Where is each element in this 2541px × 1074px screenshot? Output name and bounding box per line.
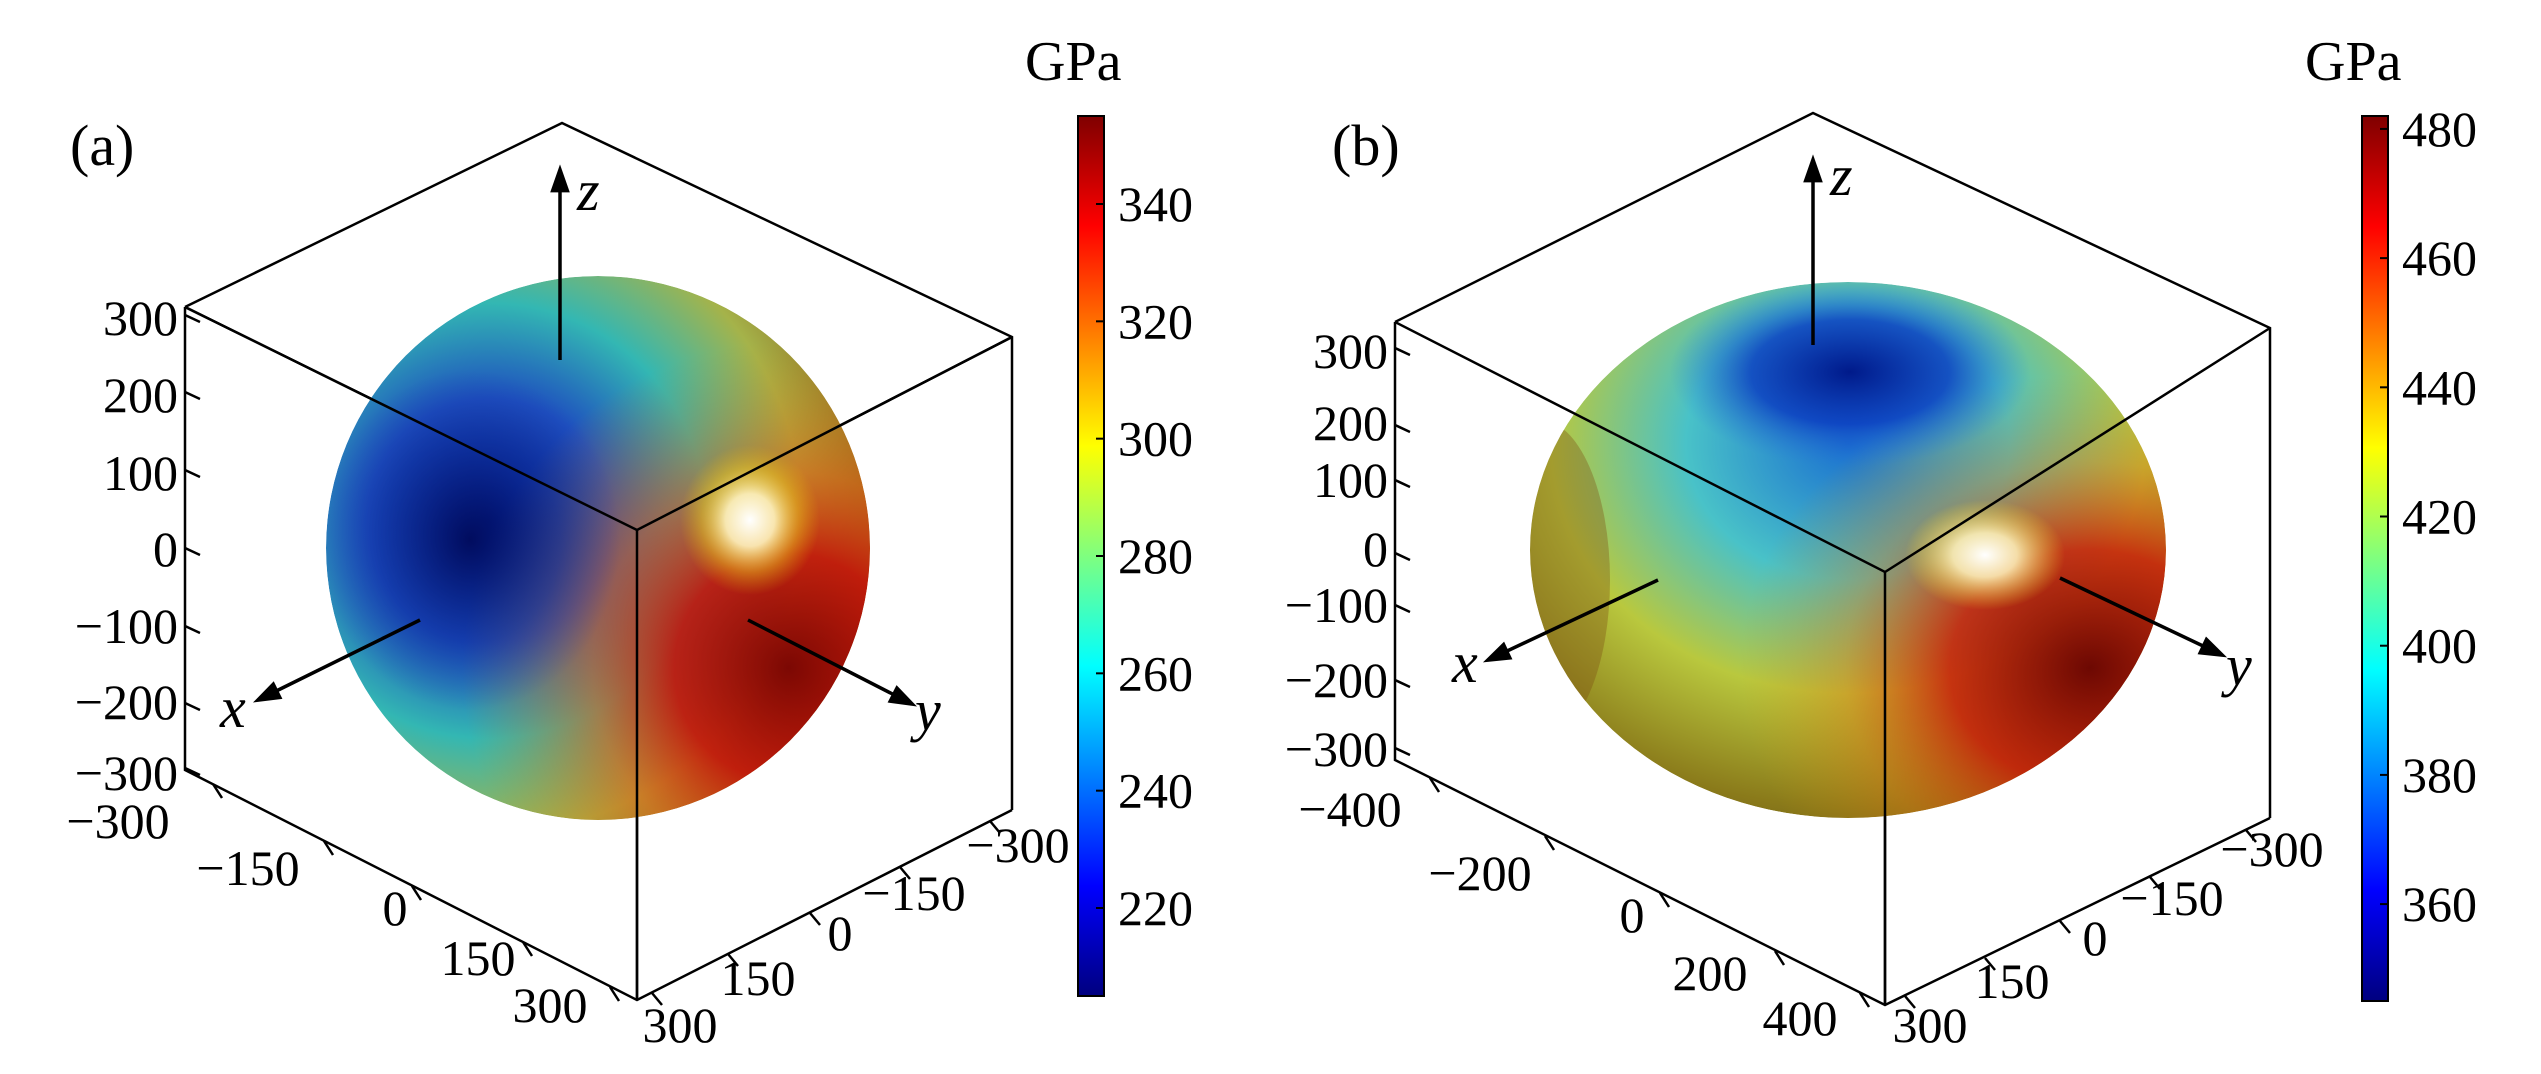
- panel-b-colorbar-tick: 360: [2402, 876, 2477, 932]
- panel-a-z-label: z: [576, 158, 600, 223]
- panel-a-y-tick: 150: [721, 950, 796, 1006]
- panel-a-y-tick: −150: [862, 865, 965, 921]
- panel-b: (b): [1285, 31, 2477, 1053]
- panel-a-x-tick: −300: [66, 793, 169, 849]
- panel-a-axis-arrows: [252, 164, 917, 707]
- panel-b-y-tick: 0: [2083, 910, 2108, 966]
- panel-b-z-tick: 300: [1313, 323, 1388, 379]
- panel-b-colorbar-tick: 440: [2402, 359, 2477, 415]
- panel-a-x-label: x: [219, 675, 246, 740]
- panel-b-x-tick: −400: [1298, 781, 1401, 837]
- panel-b-y-arrow: [2059, 576, 2228, 658]
- panel-b-surface: [1530, 282, 2166, 818]
- panel-a-z-ticks: 300 200 100 0 −100 −200 −300: [75, 290, 178, 801]
- panel-a-colorbar-tick: 300: [1118, 411, 1193, 467]
- panel-b-x-ticks: −400 −200 0 200 400: [1298, 781, 1837, 1046]
- panel-b-colorbar-tick: 380: [2402, 747, 2477, 803]
- panel-a-x-tick: 150: [441, 930, 516, 986]
- panel-a-colorbar-tick: 240: [1118, 763, 1193, 819]
- panel-b-x-arrow: [1482, 578, 1659, 663]
- panel-a-x-arrow: [252, 618, 421, 703]
- panel-a-surface: [326, 276, 870, 820]
- panel-b-y-tick: −150: [2120, 870, 2223, 926]
- panel-a-colorbar-unit: GPa: [1025, 31, 1122, 93]
- panel-a-colorbar-tick: 320: [1118, 293, 1193, 349]
- panel-b-colorbar: GPa 360 380 400 420 440 460 480: [2305, 31, 2477, 1002]
- panel-a-y-tick: 300: [643, 997, 718, 1053]
- panel-b-x-label: x: [1451, 630, 1478, 695]
- panel-a-z-tick: −200: [75, 674, 178, 730]
- panel-a-z-tick: −300: [75, 745, 178, 801]
- panel-a-z-tick: −100: [75, 598, 178, 654]
- panel-b-z-tick: 100: [1313, 452, 1388, 508]
- panel-b-z-tick: −200: [1285, 652, 1388, 708]
- panel-b-axis-arrows: [1482, 154, 2228, 663]
- panel-a-label: (a): [70, 113, 134, 178]
- panel-b-x-tick: 400: [1763, 990, 1838, 1046]
- panel-a-z-tick: 0: [153, 521, 178, 577]
- panel-a-x-tick: 0: [383, 880, 408, 936]
- panel-a: (a): [66, 31, 1193, 1053]
- panel-a-y-tick: −300: [966, 817, 1069, 873]
- panel-a-colorbar-tick: 280: [1118, 528, 1193, 584]
- panel-b-z-ticks: 300 200 100 0 −100 −200 −300: [1285, 323, 1388, 777]
- panel-b-colorbar-tick: 480: [2402, 101, 2477, 157]
- panel-a-z-tick: 100: [103, 445, 178, 501]
- panel-b-colorbar-unit: GPa: [2305, 31, 2402, 93]
- panel-b-x-tick: 0: [1620, 887, 1645, 943]
- panel-a-colorbar-tick: 260: [1118, 645, 1193, 701]
- panel-b-colorbar-tick: 400: [2402, 618, 2477, 674]
- panel-b-x-tick: −200: [1428, 845, 1531, 901]
- panel-b-label: (b): [1332, 113, 1400, 178]
- panel-b-y-tick: −300: [2220, 821, 2323, 877]
- panel-a-y-ticks: −300 −150 0 150 300: [643, 817, 1070, 1053]
- panel-a-y-tick: 0: [828, 905, 853, 961]
- panel-b-y-ticks: −300 −150 0 150 300: [1893, 821, 2324, 1053]
- panel-b-y-tick: 300: [1893, 997, 1968, 1053]
- panel-b-z-tick: −300: [1285, 721, 1388, 777]
- panel-a-x-tick: −150: [196, 840, 299, 896]
- panel-b-z-tick: 200: [1313, 395, 1388, 451]
- panel-b-z-tick: 0: [1363, 521, 1388, 577]
- panel-b-colorbar-tick: 420: [2402, 489, 2477, 545]
- panel-b-z-tick: −100: [1285, 577, 1388, 633]
- panel-a-z-tick: 300: [103, 290, 178, 346]
- panel-a-x-ticks: −300 −150 0 150 300: [66, 793, 587, 1033]
- panel-b-colorbar-bar: [2361, 115, 2389, 1002]
- panel-b-z-label: z: [1829, 143, 1853, 208]
- panel-a-colorbar-tick: 340: [1118, 176, 1193, 232]
- panel-a-y-label: y: [910, 678, 941, 743]
- panel-a-colorbar: GPa 220 240 260 280 300 320 340: [1025, 31, 1193, 997]
- panel-a-y-arrow: [747, 618, 917, 707]
- panel-b-y-tick: 150: [1975, 953, 2050, 1009]
- panel-b-colorbar-tick: 460: [2402, 230, 2477, 286]
- panel-a-z-tick: 200: [103, 367, 178, 423]
- panel-a-colorbar-tick: 220: [1118, 880, 1193, 936]
- panel-b-x-tick: 200: [1673, 945, 1748, 1001]
- panel-a-x-tick: 300: [513, 977, 588, 1033]
- panel-b-y-label: y: [2221, 633, 2252, 698]
